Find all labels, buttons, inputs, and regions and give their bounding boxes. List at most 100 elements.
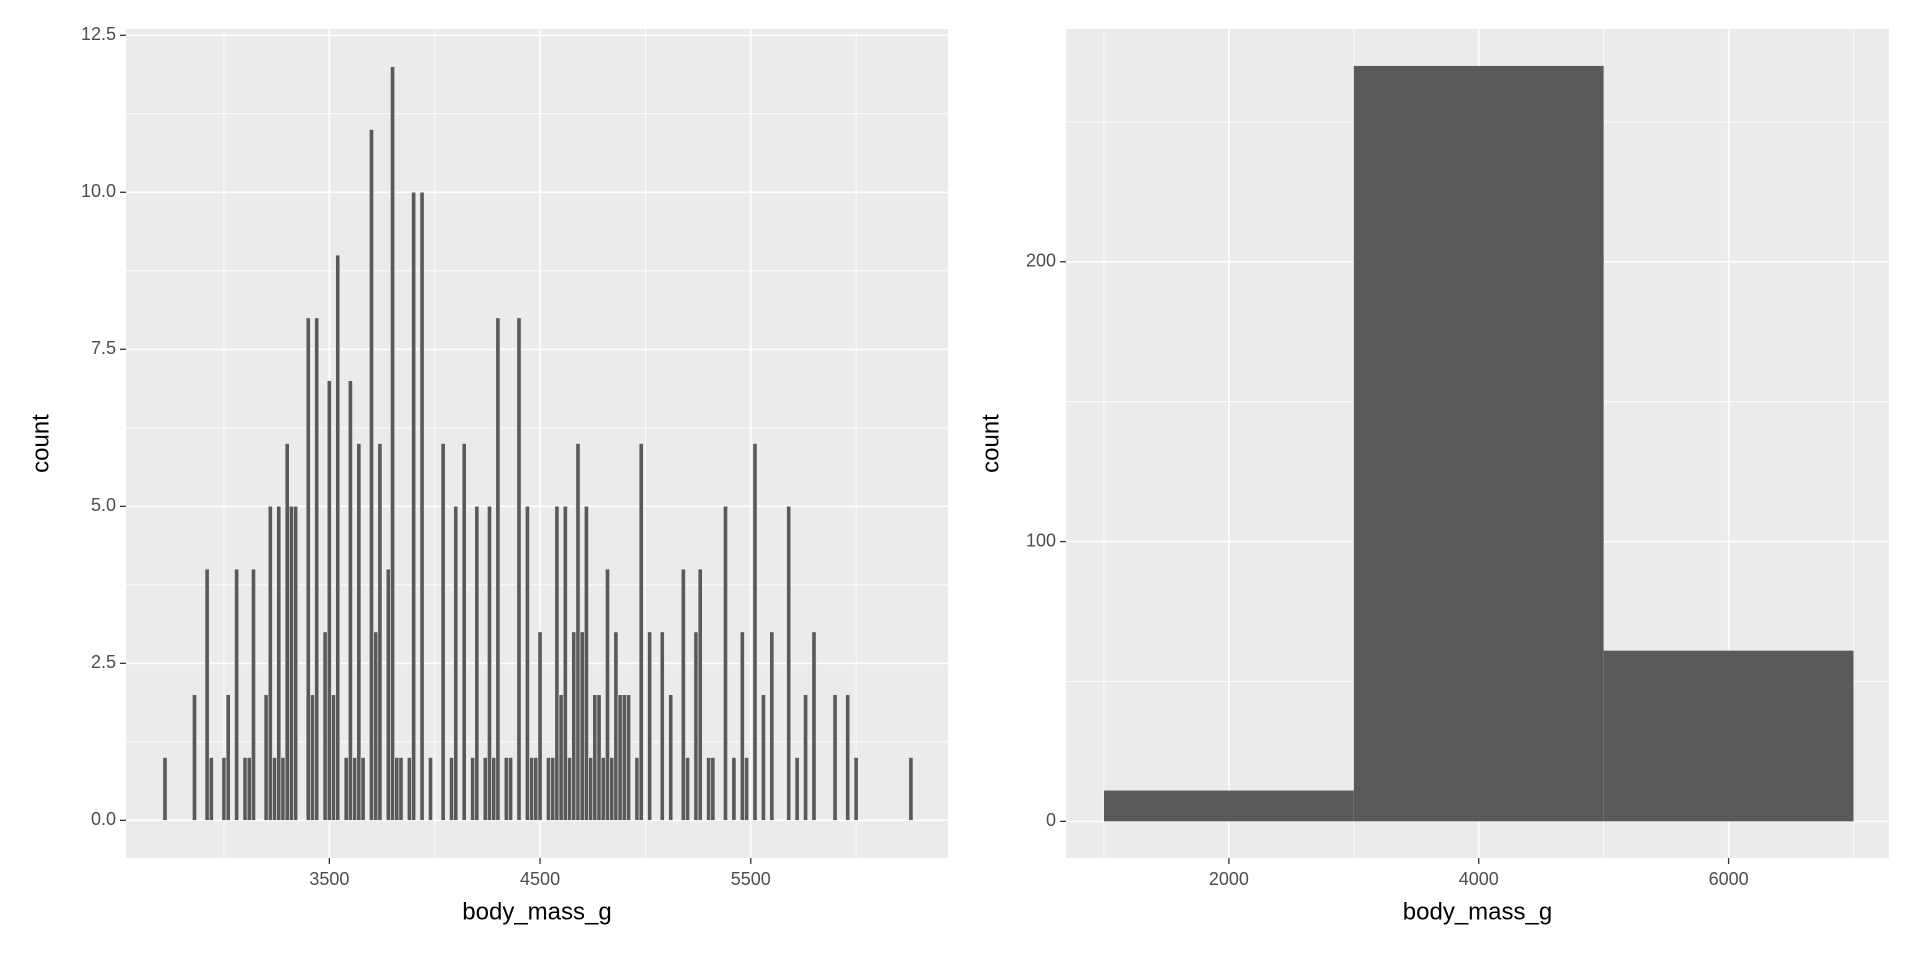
bar [596, 694, 602, 821]
bar [525, 506, 530, 821]
bar [428, 757, 433, 821]
y-axis-title: count [977, 414, 1004, 473]
bar [617, 694, 623, 821]
bar [546, 757, 551, 821]
bar [908, 757, 914, 821]
bar [234, 568, 240, 821]
bar [192, 694, 197, 821]
x-axis-title: body_mass_g [1403, 898, 1552, 925]
bar [537, 631, 543, 821]
bar [411, 191, 417, 821]
bar [647, 631, 653, 821]
bar [470, 757, 476, 821]
bar [588, 757, 594, 821]
bar [533, 757, 539, 821]
x-tick-label: 4000 [1459, 869, 1499, 889]
bar [685, 757, 690, 821]
bar [331, 694, 336, 821]
bar [710, 757, 716, 821]
bar [343, 757, 349, 821]
bar [579, 631, 585, 821]
bar [592, 694, 598, 821]
y-tick-label: 5.0 [91, 495, 116, 515]
bar [419, 191, 425, 821]
y-tick-label: 7.5 [91, 338, 116, 358]
bar [162, 757, 168, 821]
bar [706, 757, 712, 821]
bar [723, 506, 728, 821]
bar [407, 757, 412, 821]
bar [246, 757, 252, 821]
bar [356, 443, 362, 821]
bar [495, 317, 501, 821]
x-tick-label: 6000 [1709, 869, 1749, 889]
bar [786, 506, 792, 821]
bar [322, 631, 328, 821]
bar [554, 506, 560, 821]
bar [385, 568, 391, 821]
bar [571, 631, 577, 821]
bar [305, 317, 311, 821]
bar [398, 757, 404, 821]
y-tick-label: 2.5 [91, 652, 116, 672]
bar [280, 757, 286, 821]
y-tick-label: 100 [1026, 530, 1056, 550]
y-tick-label: 0.0 [91, 809, 116, 829]
bar [390, 66, 395, 821]
bar [289, 506, 294, 821]
y-tick-label: 12.5 [81, 24, 116, 44]
bar [440, 443, 446, 821]
bar [680, 568, 686, 821]
bar [221, 757, 227, 821]
bar [284, 443, 290, 821]
bar [360, 757, 366, 821]
bar [208, 757, 214, 821]
bar [326, 380, 332, 821]
bar [739, 631, 745, 821]
bar [853, 757, 859, 821]
bar [558, 694, 564, 821]
bar [242, 757, 248, 821]
bar [369, 129, 374, 821]
bar [761, 694, 766, 821]
bar [731, 757, 737, 821]
bar [348, 380, 353, 821]
bar [352, 757, 358, 821]
bar [377, 443, 383, 821]
bar [613, 631, 619, 821]
bar [659, 631, 665, 821]
x-tick-label: 4500 [520, 869, 560, 889]
bar [251, 568, 256, 821]
bar [575, 443, 581, 821]
bar [567, 757, 572, 821]
bar [276, 506, 282, 821]
bar [204, 568, 210, 821]
bar [314, 317, 320, 821]
bar [335, 254, 341, 821]
bar [600, 757, 606, 821]
x-tick-label: 2000 [1209, 869, 1249, 889]
bar [487, 506, 492, 821]
bar [508, 757, 513, 821]
x-tick-label: 3500 [309, 869, 349, 889]
bar [461, 443, 467, 821]
bar [693, 631, 699, 821]
x-tick-label: 5500 [731, 869, 771, 889]
bar [550, 757, 556, 821]
bar [1353, 65, 1604, 822]
bar [752, 443, 758, 821]
bar [225, 694, 231, 821]
bar [516, 317, 522, 821]
bar [626, 694, 631, 821]
bar [668, 694, 674, 821]
bar [621, 694, 627, 821]
bar [1603, 650, 1854, 822]
bar [803, 694, 808, 821]
bar [453, 506, 459, 821]
bar [562, 506, 568, 821]
bar [482, 757, 488, 821]
bar [794, 757, 800, 821]
y-axis-title: count [27, 414, 54, 473]
bar [310, 694, 315, 821]
